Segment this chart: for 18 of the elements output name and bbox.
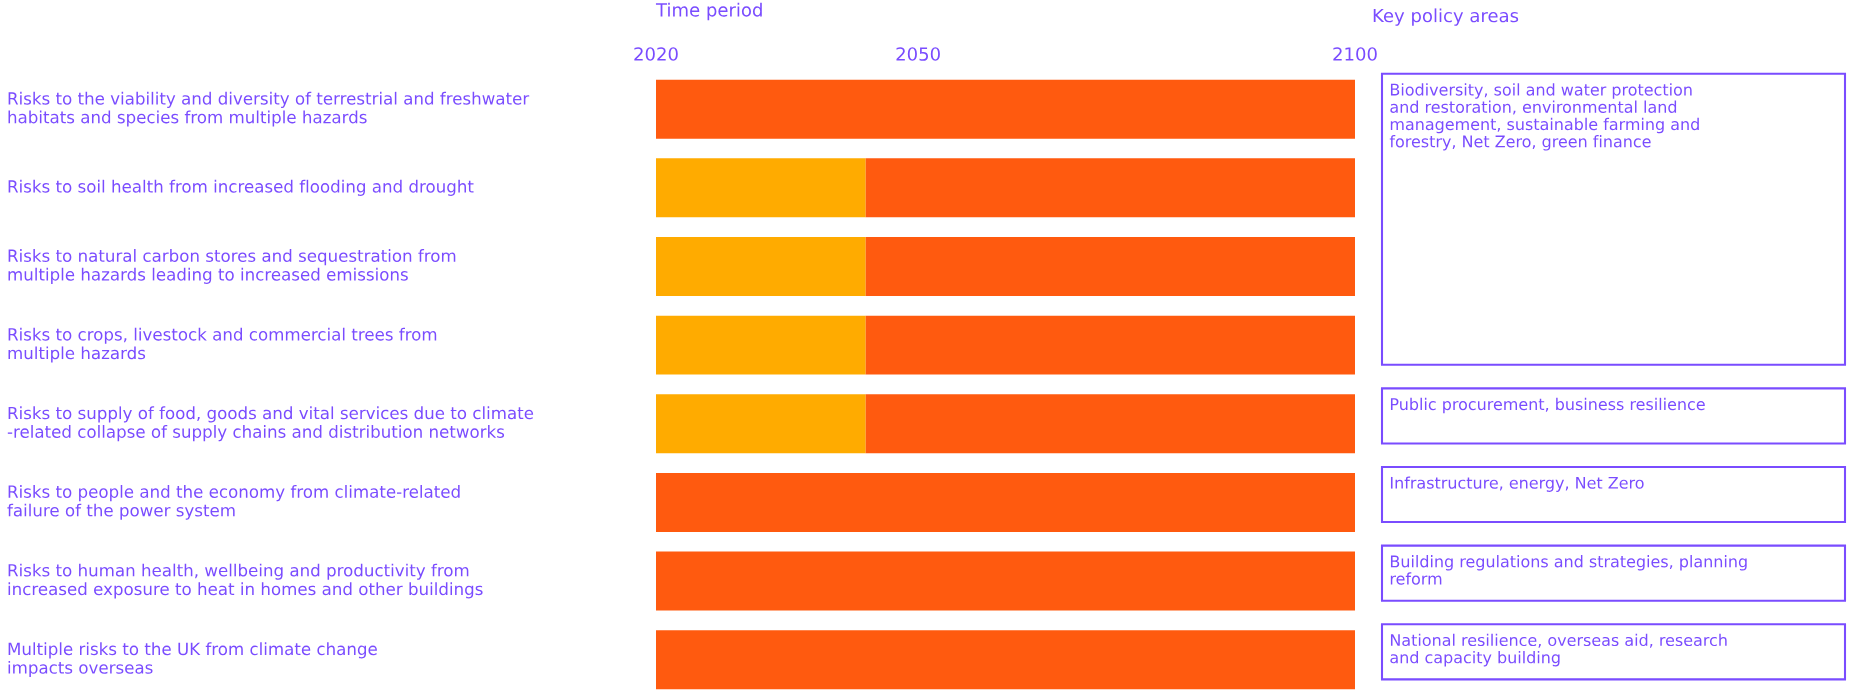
text: Infrastructure, energy, Net Zero [1390,476,1644,492]
y-tick-label: Multiple risks to the UK from climate change impacts overseas [8,642,377,678]
y-tick-label: Risks to people and the economy from climate-related failure of the power system [7,485,460,520]
y-tick-label: Risks to the viability and diversity of terrestrial and freshwater habitats and species from multiple hazards [8,91,530,127]
text: Key policy areas [1373,8,1519,26]
x-axis-title: Time period [655,2,762,21]
y-tick-label: Risks to crops, livestock and commercial trees from multiple hazards [8,327,437,363]
y-tick-label: Risks to soil health from increased flooding and drought [8,179,474,196]
y-tick-label: Risks to natural carbon stores and sequestration from multiple hazards leading to increased emissions [8,249,456,284]
text: Building regulations and strategies, planning reform [1390,555,1747,585]
x-tick-label: 2100 [1333,47,1377,61]
text: National resilience, overseas aid, research and capacity building [1390,633,1727,667]
y-tick-label: Risks to human health, wellbeing and productivity from increased exposure to heat in homes and other buildings [8,563,483,599]
text: Biodiversity, soil and water protection and restoration, environmental land management, sustainable farming and forestry, Net Zero, green finance [1389,83,1699,151]
text: Public procurement, business resilience [1390,397,1705,414]
x-tick-label: 2020 [634,47,678,61]
y-tick-label: Risks to supply of food, goods and vital services due to climate -related collapse of supply chains and distribution networks [7,406,534,442]
x-tick-label: 2050 [896,47,940,61]
